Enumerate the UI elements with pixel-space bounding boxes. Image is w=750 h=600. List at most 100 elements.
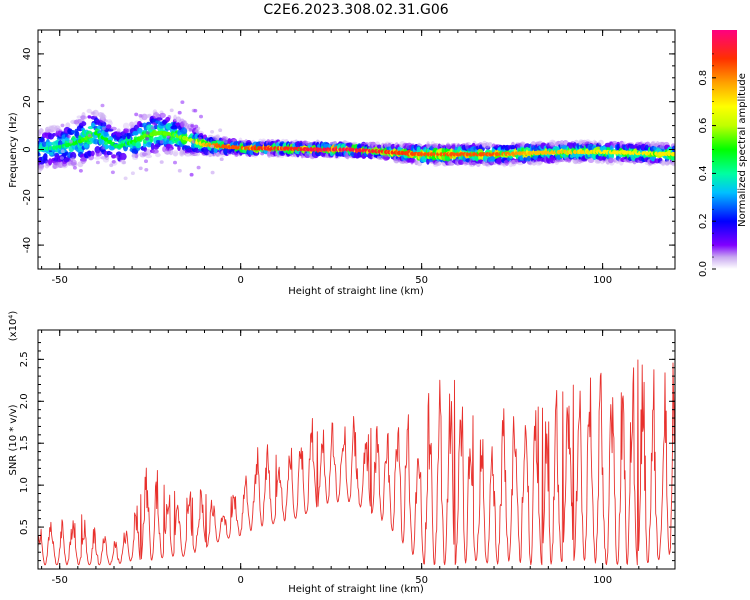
heatmap-cell <box>144 114 151 118</box>
heatmap-cell <box>471 161 477 166</box>
heatmap-cell <box>129 121 135 128</box>
heatmap-cell <box>86 141 93 145</box>
snr-xlabel: Height of straight line (km) <box>288 584 424 595</box>
heatmap-cell <box>100 114 107 120</box>
heatmap-speckle <box>210 170 215 175</box>
heatmap-cell <box>465 142 470 150</box>
y-tick-label: 1.0 <box>19 477 30 493</box>
y-tick-label: -40 <box>22 237 33 253</box>
heatmap-speckle <box>78 119 83 124</box>
heatmap-speckle <box>60 156 64 160</box>
heatmap-cell <box>145 148 152 156</box>
heatmap-cell <box>41 141 48 148</box>
heatmap-cell <box>588 145 593 151</box>
heatmap-speckle <box>196 165 201 170</box>
heatmap-cell <box>146 141 153 148</box>
heatmap-cell <box>170 125 178 130</box>
heatmap-speckle <box>67 161 72 165</box>
colorbar-tick-label: 0.2 <box>698 213 709 229</box>
heatmap-speckle <box>190 124 195 128</box>
colorbar: 0.0 0.2 0.4 0.6 0.8 Normalized spectral ampl… <box>698 30 748 277</box>
heatmap-cell <box>119 152 127 161</box>
heatmap-cell <box>86 108 92 114</box>
heatmap-cell <box>172 150 179 157</box>
heatmap-cell <box>280 151 285 155</box>
colorbar-label: Normalized spectral amplitude <box>737 73 748 227</box>
heatmap-speckle <box>144 168 149 172</box>
heatmap-speckle <box>60 149 65 153</box>
x-tick-label: 50 <box>415 575 428 586</box>
heatmap-cell <box>155 117 163 121</box>
heatmap-speckle <box>159 160 164 164</box>
heatmap-speckle <box>138 166 143 171</box>
heatmap-speckle <box>169 108 174 113</box>
heatmap-cell <box>43 153 48 161</box>
heatmap-cell <box>367 152 373 159</box>
heatmap-cell <box>69 151 77 160</box>
heatmap-cell <box>107 119 112 123</box>
y-tick-label: 2.5 <box>19 351 30 367</box>
heatmap-cell <box>445 143 451 149</box>
heatmap-speckle <box>197 136 202 141</box>
heatmap-cell <box>47 141 53 147</box>
heatmap-cell <box>135 141 142 149</box>
heatmap-cell <box>431 143 438 148</box>
heatmap-cell <box>649 156 657 161</box>
heatmap-cell <box>123 127 129 134</box>
heatmap-cell <box>607 157 614 164</box>
x-tick-label: 0 <box>237 575 243 586</box>
heatmap-cell <box>111 154 116 159</box>
heatmap-cell <box>410 157 414 165</box>
y-tick-label: 20 <box>22 95 33 108</box>
heatmap-cell <box>49 151 54 156</box>
heatmap-cell <box>39 136 44 143</box>
heatmap-cell <box>83 143 89 148</box>
heatmap-speckle <box>138 114 143 118</box>
heatmap-cell <box>227 138 232 145</box>
heatmap-speckle <box>60 123 65 128</box>
y-tick-label: -20 <box>22 189 33 205</box>
heatmap-speckle <box>193 108 198 113</box>
heatmap-speckle <box>101 146 106 150</box>
heatmap-cell <box>458 159 465 165</box>
colorbar-tick-label: 0.6 <box>698 118 709 134</box>
heatmap-cell <box>74 130 80 139</box>
snr-panel: -50 0 50 100 0.5 1.0 1.5 2.0 2.5 Height of strai… <box>8 311 676 595</box>
heatmap-cell <box>150 142 155 151</box>
heatmap-cell <box>434 160 442 166</box>
heatmap-speckle <box>114 154 119 159</box>
heatmap-speckle <box>166 135 171 140</box>
x-tick-label: 50 <box>415 275 428 286</box>
heatmap-speckle <box>111 160 116 164</box>
heatmap-cell <box>671 145 675 153</box>
heatmap-cell <box>260 151 265 156</box>
snr-frame <box>37 329 676 570</box>
heatmap-cell <box>38 128 44 133</box>
heatmap-speckle <box>177 110 182 115</box>
heatmap-cell <box>382 154 389 161</box>
heatmap-cell <box>267 151 271 156</box>
heatmap-cell <box>151 149 159 154</box>
heatmap-cell <box>44 163 50 169</box>
colorbar-ticks: 0.0 0.2 0.4 0.6 0.8 <box>698 53 716 277</box>
x-tick-label: 0 <box>237 275 243 286</box>
heatmap-cell <box>132 130 139 136</box>
heatmap-cell <box>168 147 174 156</box>
heatmap-cell <box>93 138 99 145</box>
heatmap-cell <box>94 156 101 160</box>
heatmap-speckle <box>189 172 194 177</box>
heatmap-speckle <box>159 140 164 144</box>
spectrogram-heatmap <box>38 100 675 181</box>
heatmap-speckle <box>145 131 150 135</box>
colorbar-tick-label: 0.0 <box>698 261 709 277</box>
heatmap-speckle <box>210 144 215 149</box>
snr-series-line <box>38 359 675 566</box>
heatmap-speckle <box>218 128 223 132</box>
y-tick-label: 0 <box>22 146 33 152</box>
heatmap-cell <box>180 127 188 135</box>
heatmap-cell <box>110 126 117 131</box>
heatmap-speckle <box>78 169 83 173</box>
heatmap-speckle <box>66 134 71 139</box>
y-tick-label: 40 <box>22 48 33 61</box>
